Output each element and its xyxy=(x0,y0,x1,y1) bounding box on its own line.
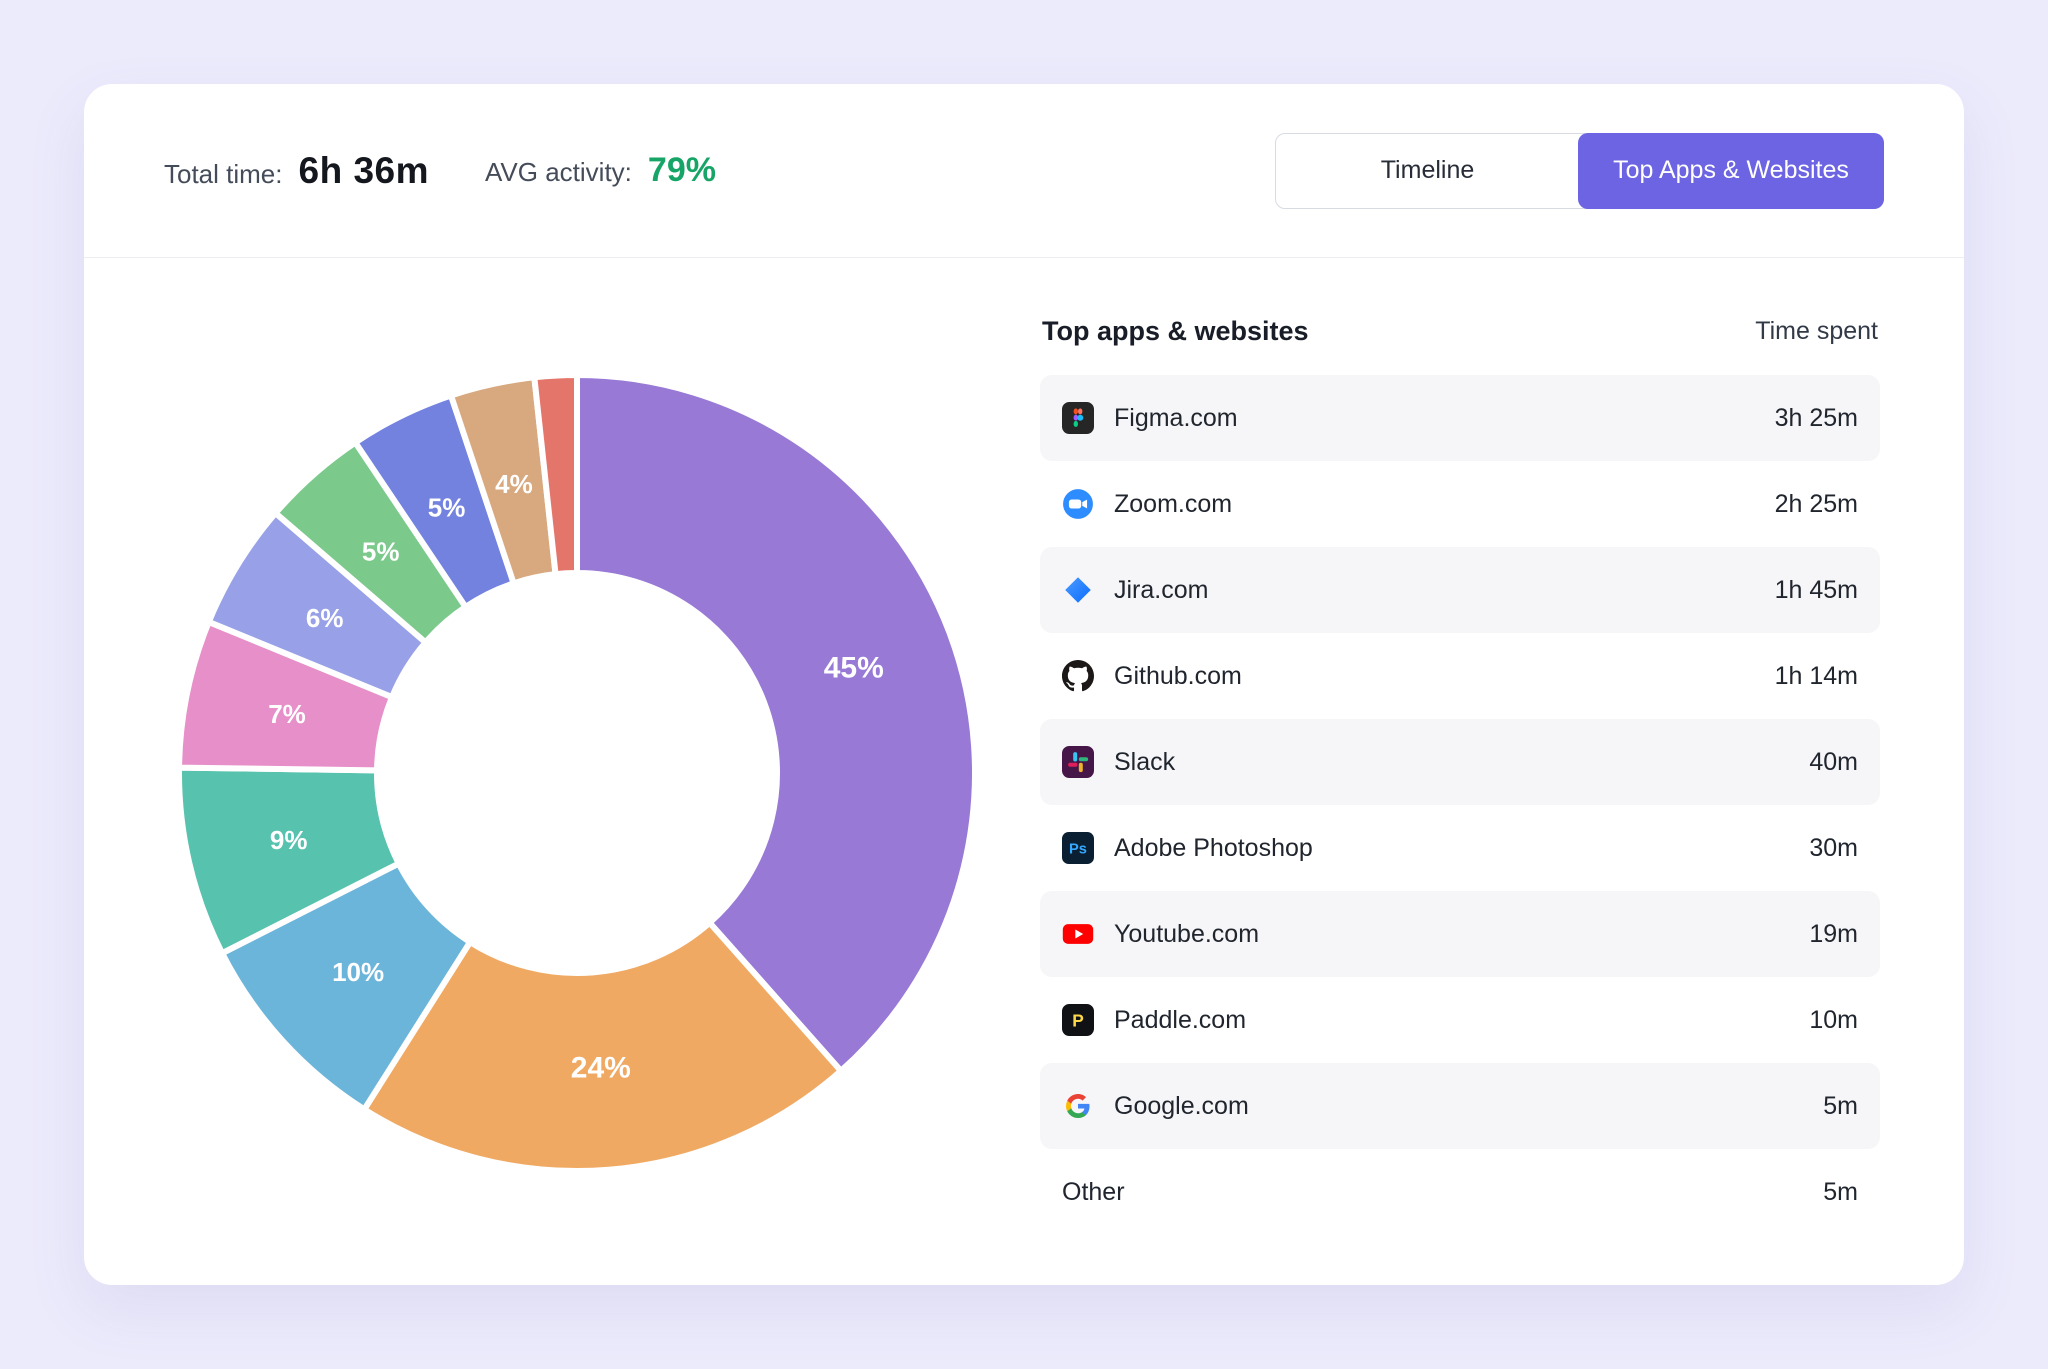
total-time-value: 6h 36m xyxy=(298,149,430,191)
avg-activity-stat: AVG activity: 79% xyxy=(485,151,716,190)
time-spent-header: Time spent xyxy=(1755,317,1878,345)
app-name: Paddle.com xyxy=(1114,1005,1247,1034)
view-toggle: Timeline Top Apps & Websites xyxy=(1275,132,1884,209)
app-name: Github.com xyxy=(1114,661,1242,690)
app-row[interactable]: Figma.com 3h 25m xyxy=(1040,375,1880,461)
slack-icon xyxy=(1062,746,1094,778)
youtube-icon xyxy=(1062,918,1094,950)
app-row[interactable]: Github.com 1h 14m xyxy=(1040,633,1880,719)
google-icon xyxy=(1062,1090,1094,1122)
list-title: Top apps & websites xyxy=(1042,316,1309,346)
app-time: 19m xyxy=(1809,919,1858,948)
avg-activity-label: AVG activity: xyxy=(485,157,632,187)
total-time-stat: Total time: 6h 36m xyxy=(164,150,429,192)
app-cell: P Paddle.com xyxy=(1062,1004,1246,1036)
top-apps-tab[interactable]: Top Apps & Websites xyxy=(1578,132,1884,209)
app-name: Other xyxy=(1062,1177,1125,1206)
app-row[interactable]: Ps Adobe Photoshop 30m xyxy=(1040,805,1880,891)
app-row[interactable]: Slack 40m xyxy=(1040,719,1880,805)
slice-label: 4% xyxy=(495,469,533,499)
svg-text:Ps: Ps xyxy=(1069,842,1087,858)
app-time: 2h 25m xyxy=(1774,489,1858,518)
slice-label: 9% xyxy=(270,825,308,855)
slice-label: 6% xyxy=(306,603,344,633)
card-header: Total time: 6h 36m AVG activity: 79% Tim… xyxy=(84,84,1964,258)
app-row[interactable]: Zoom.com 2h 25m xyxy=(1040,461,1880,547)
app-cell: Jira.com xyxy=(1062,574,1208,606)
app-row[interactable]: Google.com 5m xyxy=(1040,1063,1880,1149)
app-name: Youtube.com xyxy=(1114,919,1260,948)
app-row[interactable]: Youtube.com 19m xyxy=(1040,891,1880,977)
app-cell: Youtube.com xyxy=(1062,918,1259,950)
list-header: Top apps & websites Time spent xyxy=(1040,316,1880,347)
app-cell: Zoom.com xyxy=(1062,488,1232,520)
chart-area: 45% 24% 10% 9% 7% 6% 5% 5% 4% xyxy=(172,258,996,1235)
app-time: 1h 45m xyxy=(1774,575,1858,604)
app-row[interactable]: P Paddle.com 10m xyxy=(1040,977,1880,1063)
header-stats: Total time: 6h 36m AVG activity: 79% xyxy=(164,150,716,192)
slice-label: 5% xyxy=(428,492,466,522)
timeline-tab[interactable]: Timeline xyxy=(1276,134,1579,208)
app-row[interactable]: Jira.com 1h 45m xyxy=(1040,547,1880,633)
app-row[interactable]: Other 5m xyxy=(1040,1149,1880,1235)
app-cell: Google.com xyxy=(1062,1090,1249,1122)
jira-icon xyxy=(1062,574,1094,606)
photoshop-icon: Ps xyxy=(1062,832,1094,864)
app-name: Google.com xyxy=(1114,1091,1249,1120)
github-icon xyxy=(1062,660,1094,692)
apps-panel: Top apps & websites Time spent Figma.com… xyxy=(1040,258,1880,1235)
apps-list: Figma.com 3h 25m Zoom.com 2h 25m Jira.com 1h … xyxy=(1040,375,1880,1235)
total-time-label: Total time: xyxy=(164,158,283,189)
app-time: 5m xyxy=(1823,1177,1858,1206)
app-name: Zoom.com xyxy=(1114,489,1233,518)
donut-chart: 45% 24% 10% 9% 7% 6% 5% 5% 4% xyxy=(176,372,978,1174)
app-name: Jira.com xyxy=(1114,575,1209,604)
donut-slice[interactable] xyxy=(574,372,978,1074)
slice-label: 5% xyxy=(362,536,400,566)
slice-label: 7% xyxy=(268,699,306,729)
zoom-icon xyxy=(1062,488,1094,520)
paddle-icon: P xyxy=(1062,1004,1094,1036)
app-time: 1h 14m xyxy=(1774,661,1858,690)
figma-icon xyxy=(1062,402,1094,434)
slice-label: 24% xyxy=(571,1052,631,1085)
slice-label: 45% xyxy=(824,652,884,685)
app-time: 5m xyxy=(1823,1091,1858,1120)
app-cell: Ps Adobe Photoshop xyxy=(1062,832,1313,864)
donut-slice[interactable] xyxy=(361,919,844,1174)
app-cell: Slack xyxy=(1062,746,1175,778)
app-time: 10m xyxy=(1809,1005,1858,1034)
app-name: Slack xyxy=(1114,747,1176,776)
app-name: Adobe Photoshop xyxy=(1114,833,1313,862)
app-cell: Github.com xyxy=(1062,660,1242,692)
card-content: 45% 24% 10% 9% 7% 6% 5% 5% 4% Top apps & website… xyxy=(84,258,1964,1235)
app-name: Figma.com xyxy=(1114,403,1238,432)
slice-label: 10% xyxy=(332,957,384,987)
donut-slice[interactable] xyxy=(531,372,580,578)
app-cell: Other xyxy=(1062,1178,1125,1207)
avg-activity-value: 79% xyxy=(647,151,716,189)
app-time: 40m xyxy=(1809,747,1858,776)
dashboard-card: Total time: 6h 36m AVG activity: 79% Tim… xyxy=(84,84,1964,1285)
app-time: 3h 25m xyxy=(1774,403,1858,432)
app-time: 30m xyxy=(1809,833,1858,862)
app-cell: Figma.com xyxy=(1062,402,1238,434)
svg-text:P: P xyxy=(1072,1011,1084,1031)
